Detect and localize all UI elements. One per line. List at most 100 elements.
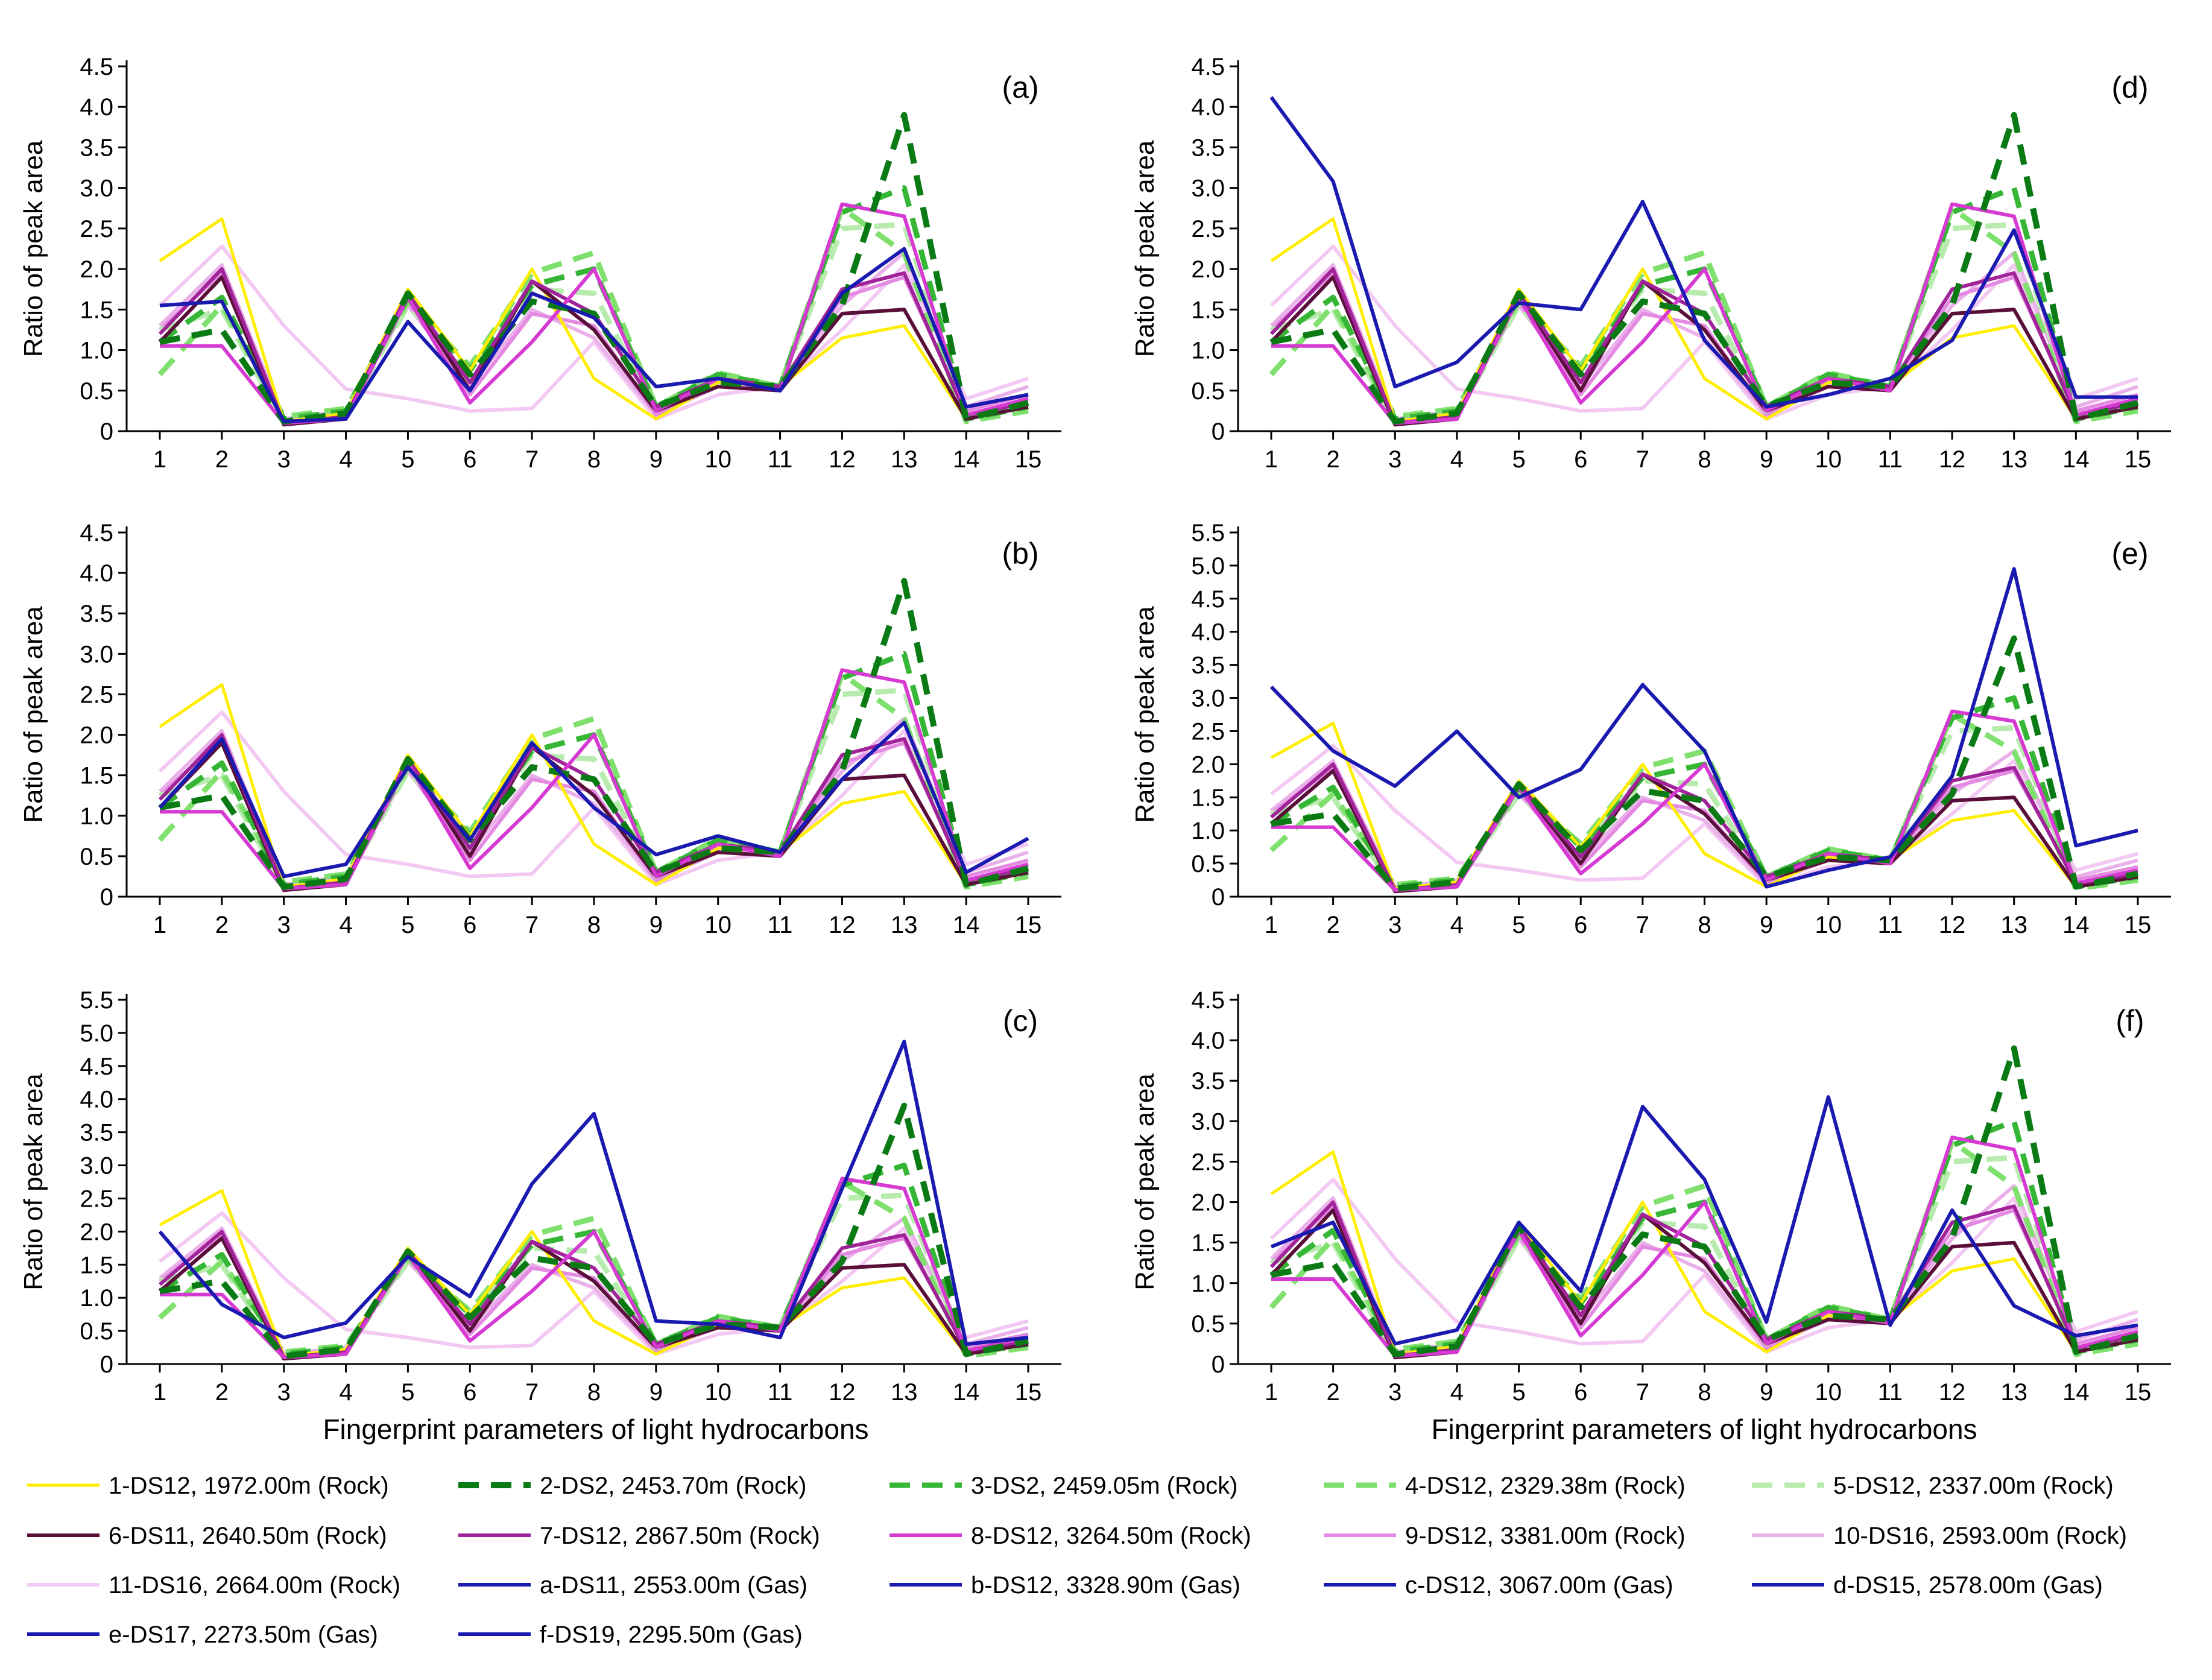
legend-label: 5-DS12, 2337.00m (Rock) [1833, 1473, 2114, 1499]
x-tick-label: 1 [1265, 1379, 1278, 1406]
x-tick-label: 6 [1574, 446, 1587, 473]
x-tick-label: 8 [1698, 1379, 1711, 1406]
x-tick-label: 2 [1327, 446, 1340, 473]
x-axis-label-left: Fingerprint parameters of light hydrocar… [323, 1413, 868, 1445]
x-tick-label: 3 [1388, 1379, 1401, 1406]
x-tick-label: 9 [1760, 1379, 1773, 1406]
legend-item: 9-DS12, 3381.00m (Rock) [1324, 1523, 1686, 1549]
x-tick-label: 10 [1815, 1379, 1842, 1406]
series-line-rock-1 [159, 683, 1029, 889]
y-axis-label: Ratio of peak area [1130, 1073, 1160, 1290]
y-tick-label: 2.5 [80, 216, 113, 242]
series-line-rock-1 [159, 1189, 1029, 1358]
panel-label: (b) [1002, 537, 1038, 570]
x-tick-label: 12 [1939, 1379, 1966, 1406]
x-tick-label: 13 [891, 446, 918, 473]
x-tick-label: 3 [1388, 446, 1401, 473]
x-tick-label: 7 [1636, 1379, 1649, 1406]
y-tick-label: 4.5 [1191, 54, 1225, 80]
legend-item: 3-DS2, 2459.05m (Rock) [890, 1473, 1237, 1499]
series-line-rock-8 [1271, 1135, 2138, 1358]
x-tick-label: 1 [153, 912, 166, 938]
x-tick-label: 14 [2062, 1379, 2090, 1406]
x-tick-label: 5 [401, 912, 414, 938]
legend-label: 11-DS16, 2664.00m (Rock) [109, 1572, 400, 1599]
x-tick-label: 7 [525, 446, 539, 473]
y-tick-label: 0 [100, 1351, 113, 1378]
y-axis-label: Ratio of peak area [1130, 140, 1160, 357]
legend-label: 10-DS16, 2593.00m (Rock) [1833, 1523, 2127, 1549]
x-tick-label: 1 [1265, 912, 1278, 938]
y-tick-label: 3.0 [1191, 175, 1225, 202]
y-tick-label: 5.0 [80, 1020, 113, 1047]
series-line-rock-2 [159, 578, 1029, 890]
y-tick-label: 2.5 [1191, 216, 1225, 242]
x-tick-label: 2 [1327, 912, 1340, 938]
legend-item: d-DS15, 2578.00m (Gas) [1752, 1572, 2103, 1599]
x-tick-label: 4 [1450, 912, 1464, 938]
y-tick-label: 4.0 [1191, 94, 1225, 121]
legend-item: 6-DS11, 2640.50m (Rock) [27, 1523, 387, 1549]
y-tick-label: 0 [100, 418, 113, 445]
y-tick-label: 5.5 [80, 987, 113, 1014]
x-tick-label: 10 [704, 446, 732, 473]
y-tick-label: 0 [1212, 884, 1225, 911]
y-tick-label: 1.0 [1191, 338, 1225, 364]
x-tick-label: 12 [829, 446, 856, 473]
x-tick-label: 9 [649, 446, 663, 473]
y-tick-label: 3.0 [1191, 686, 1225, 712]
series-line-rock-7 [159, 1230, 1029, 1359]
y-tick-label: 2.0 [80, 256, 113, 283]
legend-item: 5-DS12, 2337.00m (Rock) [1752, 1473, 2114, 1499]
y-axis-label: Ratio of peak area [19, 140, 48, 357]
x-tick-label: 6 [463, 1379, 476, 1406]
legend-label: d-DS15, 2578.00m (Gas) [1833, 1572, 2103, 1599]
series-line-rock-9 [1270, 765, 2138, 891]
y-tick-label: 2.0 [80, 722, 113, 749]
x-tick-label: 11 [1878, 446, 1903, 473]
series-line-rock-3 [1269, 1118, 2138, 1355]
x-tick-label: 15 [1015, 912, 1042, 938]
x-tick-label: 3 [1388, 912, 1401, 938]
x-tick-label: 1 [153, 1379, 166, 1406]
series-line-gas-e [1269, 567, 2138, 889]
y-tick-label: 3.0 [1191, 1108, 1225, 1135]
x-tick-label: 14 [953, 912, 980, 938]
panel-b: 00.51.01.52.02.53.03.54.04.51 2 3 4 5 6 7 8 9 10 1… [19, 520, 1061, 938]
y-tick-label: 1.5 [1191, 297, 1225, 323]
series-line-gas-c [158, 1040, 1029, 1347]
x-tick-label: 9 [649, 912, 663, 938]
y-axis-label: Ratio of peak area [19, 1073, 48, 1290]
series-line-rock-1 [159, 217, 1029, 423]
x-tick-label: 15 [2125, 1379, 2152, 1406]
legend-label: 6-DS11, 2640.50m (Rock) [109, 1523, 387, 1549]
y-axis-label: Ratio of peak area [1130, 606, 1160, 823]
y-tick-label: 0.5 [80, 844, 113, 870]
x-tick-label: 15 [2125, 912, 2152, 938]
y-tick-label: 2.5 [1191, 1149, 1225, 1175]
y-tick-label: 1.0 [1191, 818, 1225, 844]
x-tick-label: 8 [1698, 912, 1711, 938]
x-tick-label: 4 [339, 912, 352, 938]
x-tick-label: 9 [1760, 912, 1773, 938]
x-tick-label: 5 [401, 446, 414, 473]
y-tick-label: 0.5 [1191, 851, 1225, 877]
y-tick-label: 3.5 [80, 134, 113, 161]
x-tick-label: 2 [215, 446, 229, 473]
series-line-rock-8 [160, 668, 1029, 891]
legend-item: 1-DS12, 1972.00m (Rock) [27, 1473, 389, 1499]
legend-label: 2-DS2, 2453.70m (Rock) [540, 1473, 806, 1499]
y-tick-label: 3.0 [80, 1153, 113, 1179]
y-tick-label: 1.0 [80, 338, 113, 364]
x-tick-label: 1 [1265, 446, 1278, 473]
y-tick-label: 1.5 [80, 1252, 113, 1278]
x-tick-label: 8 [587, 912, 601, 938]
series-line-gas-a [159, 247, 1029, 423]
y-tick-label: 2.5 [80, 1186, 113, 1212]
series-line-rock-11 [158, 244, 1029, 421]
y-tick-label: 1.5 [80, 763, 113, 789]
series-line-gas-b [158, 721, 1029, 879]
x-tick-label: 12 [829, 1379, 856, 1406]
series-line-rock-3 [158, 651, 1029, 888]
legend-label: 3-DS2, 2459.05m (Rock) [971, 1473, 1237, 1499]
